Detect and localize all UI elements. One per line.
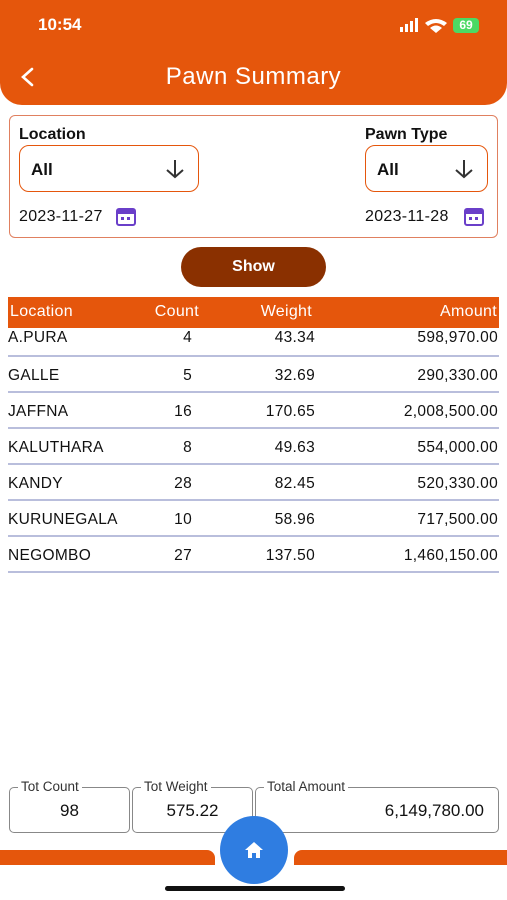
filter-label: Location xyxy=(19,126,86,143)
table-cell: 82.45 xyxy=(274,475,315,492)
dropdown-arrow xyxy=(455,160,473,179)
table-cell: 170.65 xyxy=(265,403,315,420)
status-icons xyxy=(400,18,447,33)
column-header: Weight xyxy=(260,303,312,320)
total-label: Tot Count xyxy=(18,779,82,794)
table-cell: 717,500.00 xyxy=(417,511,498,528)
row-separator xyxy=(8,535,499,537)
bottom-bar xyxy=(294,850,507,865)
table-cell: 290,330.00 xyxy=(417,367,498,384)
calendar-icon[interactable] xyxy=(463,205,485,227)
table-cell: NEGOMBO xyxy=(8,547,92,564)
pawn-type-dropdown[interactable]: All xyxy=(365,145,488,192)
total-label: Tot Weight xyxy=(141,779,211,794)
back-button[interactable] xyxy=(18,66,40,88)
table-cell: 28 xyxy=(174,475,192,492)
row-separator xyxy=(8,499,499,501)
status-time: 10:54 xyxy=(38,15,82,34)
home-icon xyxy=(245,842,263,858)
table-cell: 5 xyxy=(183,367,192,384)
row-separator xyxy=(8,427,499,429)
table-cell: 27 xyxy=(174,547,192,564)
column-header: Count xyxy=(154,303,199,320)
table-cell: 16 xyxy=(174,403,192,420)
row-separator xyxy=(8,391,499,393)
dropdown-arrow xyxy=(166,160,184,179)
column-header: Amount xyxy=(440,303,497,320)
filter-panel xyxy=(9,115,498,238)
page-title: Pawn Summary xyxy=(165,63,342,90)
home-indicator xyxy=(165,886,345,891)
table-cell: 8 xyxy=(183,439,192,456)
table-cell: KURUNEGALA xyxy=(8,511,118,528)
total-value: 6,149,780.00 xyxy=(384,801,484,820)
table-cell: A.PURA xyxy=(8,329,68,346)
total-box: Tot Weight 575.22 xyxy=(132,779,253,833)
column-header: Location xyxy=(10,303,73,320)
table-cell: 1,460,150.00 xyxy=(403,547,498,564)
table-cell: 58.96 xyxy=(274,511,315,528)
total-label: Total Amount xyxy=(264,779,349,794)
total-value: 98 xyxy=(60,801,79,820)
total-box: Tot Count 98 xyxy=(9,779,130,833)
row-separator xyxy=(8,355,499,357)
table-cell: 4 xyxy=(183,329,192,346)
header: 10:54 69 Pawn Summary xyxy=(0,0,507,105)
table-cell: 10 xyxy=(174,511,192,528)
dropdown-value: All xyxy=(377,160,399,179)
battery: 69 xyxy=(453,18,479,33)
table-header xyxy=(8,297,499,328)
row-separator xyxy=(8,463,499,465)
table-cell: 137.50 xyxy=(265,547,315,564)
show-button[interactable]: Show xyxy=(181,247,326,287)
total-box: Total Amount 6,149,780.00 xyxy=(255,779,499,833)
table-cell: 32.69 xyxy=(274,367,315,384)
table-cell: KANDY xyxy=(8,475,63,492)
total-value: 575.22 xyxy=(166,801,219,820)
table-cell: KALUTHARA xyxy=(8,439,104,456)
from-date: 2023-11-27 xyxy=(19,208,103,225)
to-date: 2023-11-28 xyxy=(365,208,449,225)
table-cell: 598,970.00 xyxy=(417,329,498,346)
row-separator xyxy=(8,571,499,573)
bottom-bar xyxy=(0,850,215,865)
table-cell: GALLE xyxy=(8,367,60,384)
home-button[interactable] xyxy=(220,816,288,884)
table-cell: 43.34 xyxy=(274,329,315,346)
dropdown-value: All xyxy=(31,160,53,179)
table-cell: 520,330.00 xyxy=(417,475,498,492)
table-cell: JAFFNA xyxy=(8,403,69,420)
table-cell: 2,008,500.00 xyxy=(403,403,498,420)
table-cell: 554,000.00 xyxy=(417,439,498,456)
location-dropdown[interactable]: All xyxy=(19,145,199,192)
filter-label: Pawn Type xyxy=(365,126,448,143)
table-cell: 49.63 xyxy=(274,439,315,456)
calendar-icon[interactable] xyxy=(115,205,137,227)
